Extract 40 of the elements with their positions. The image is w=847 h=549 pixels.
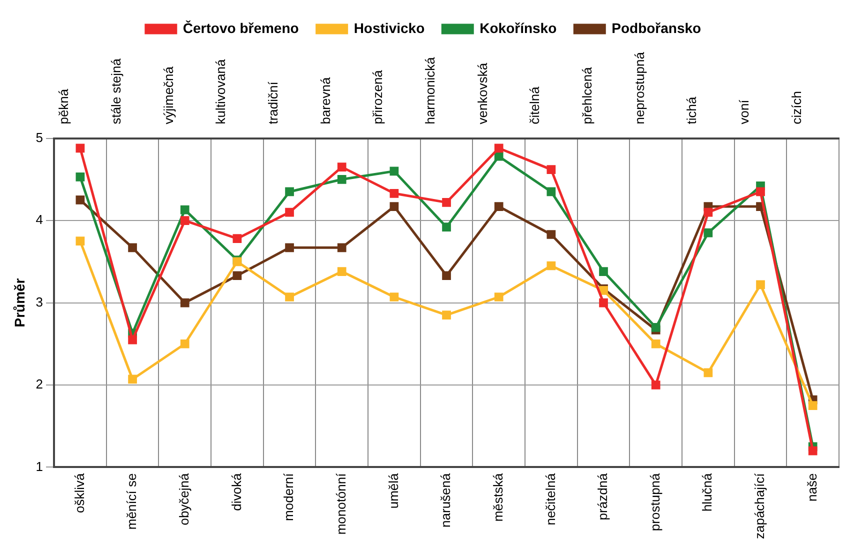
- x-tick-label: umělá: [386, 472, 401, 509]
- legend-label: Hostivicko: [354, 20, 425, 36]
- x-tick-label: měnící se: [124, 473, 140, 530]
- x-tick-label: prostupná: [647, 472, 662, 532]
- y-tick-label: 1: [36, 458, 44, 474]
- text: stále stejná: [108, 58, 124, 124]
- text: neprostupná: [632, 51, 647, 124]
- text: cizích: [788, 91, 804, 124]
- y-tick-label: 2: [36, 376, 44, 392]
- legend-label: Čertovo břemeno: [182, 20, 299, 36]
- x-tick-label: hlučná: [700, 472, 715, 512]
- x-tick-label: narušená: [438, 472, 454, 528]
- legend-label: Podbořansko: [612, 20, 702, 36]
- text: voní: [736, 99, 752, 124]
- text: tradiční: [266, 81, 280, 124]
- text: pěkná: [56, 88, 72, 124]
- x-tick-label: naše: [804, 473, 820, 502]
- text: venkovská: [474, 62, 490, 124]
- y-tick-label: 4: [36, 212, 44, 228]
- x-tick-label: městská: [490, 472, 506, 522]
- x-tick-label: divoká: [228, 472, 244, 511]
- legend-label: Kokořínsko: [480, 20, 557, 36]
- text: přirozená: [370, 69, 386, 124]
- x-tick-label: monotónní: [333, 472, 348, 535]
- x-tick-label: obyčejná: [176, 472, 192, 526]
- text: kultivovaná: [213, 58, 228, 124]
- text: tichá: [684, 96, 700, 124]
- x-tick-label: ošklivá: [72, 472, 87, 513]
- x-tick-label: prázdná: [595, 472, 610, 520]
- x-tick-label: zapáchající: [752, 472, 768, 540]
- x-tick-label: moderní: [281, 472, 296, 521]
- y-axis-title: Průměr: [11, 278, 28, 328]
- y-tick-label: 5: [36, 130, 44, 145]
- text: čitelná: [527, 86, 542, 124]
- text: barevná: [318, 76, 333, 124]
- text: přehlcená: [579, 66, 594, 124]
- text: harmonická: [422, 56, 438, 124]
- text: výjimečná: [160, 66, 176, 124]
- y-tick-label: 3: [36, 294, 44, 310]
- x-tick-label: nečitelná: [542, 472, 558, 526]
